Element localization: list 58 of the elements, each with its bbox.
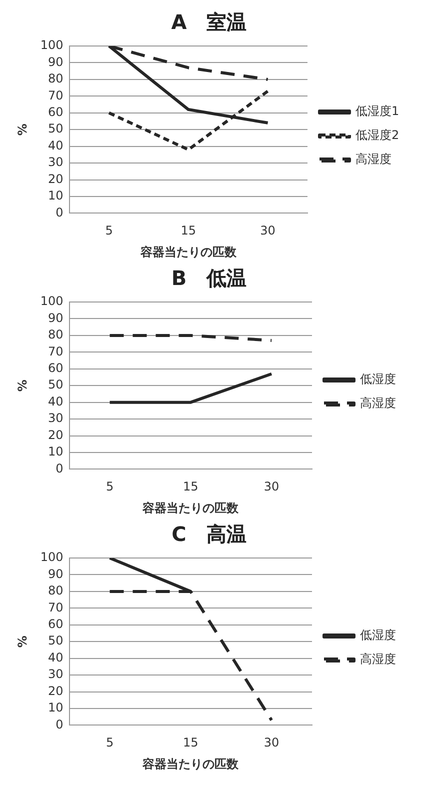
y-tick-label: 100 [40,550,64,564]
legend-label: 低湿度 [360,628,396,642]
y-tick-label: 40 [48,138,64,152]
legend-label: 低湿度2 [356,128,400,142]
y-tick-label: 0 [56,717,64,732]
x-tick-label: 30 [264,480,280,494]
y-tick-label: 100 [40,38,64,52]
y-tick-label: 50 [48,378,64,392]
legend-label: 高湿度 [360,396,396,410]
legend-label: 高湿度 [356,152,392,166]
x-tick-label: 15 [183,480,198,494]
y-axis-title: % [15,380,30,392]
y-tick-label: 30 [48,411,64,426]
x-tick-label: 15 [183,736,198,750]
x-axis-title: 容器当たりの匹数 [142,500,240,515]
y-tick-label: 70 [48,600,64,614]
x-axis-title: 容器当たりの匹数 [139,244,238,259]
chart-title: C 高温 [172,522,246,546]
y-tick-label: 60 [48,617,64,632]
y-tick-label: 80 [48,72,64,86]
y-tick-label: 20 [48,684,64,698]
chart-title: A 室温 [171,10,247,34]
legend-label: 高湿度 [360,652,396,666]
y-tick-label: 90 [48,54,64,69]
y-tick-label: 90 [48,566,64,581]
y-tick-label: 10 [48,188,64,203]
legend-label: 低湿度1 [356,104,400,118]
y-tick-label: 50 [48,122,64,136]
y-tick-label: 10 [48,444,64,459]
x-tick-label: 5 [106,480,114,494]
y-tick-label: 70 [48,344,64,358]
y-tick-label: 40 [48,650,64,664]
legend-label: 低湿度 [360,372,396,386]
y-tick-label: 80 [48,584,64,598]
y-axis-title: % [15,124,30,136]
x-tick-label: 5 [105,224,113,238]
x-axis-title: 容器当たりの匹数 [142,756,240,771]
y-tick-label: 40 [48,394,64,408]
x-tick-label: 5 [106,736,114,750]
y-tick-label: 60 [48,105,64,120]
x-tick-label: 15 [180,224,196,238]
y-tick-label: 30 [48,667,64,682]
y-tick-label: 70 [48,88,64,102]
y-tick-label: 80 [48,328,64,342]
y-tick-label: 60 [48,361,64,376]
y-tick-label: 30 [48,155,64,170]
y-tick-label: 10 [48,700,64,715]
chart-title: B 低温 [171,266,247,290]
y-tick-label: 20 [48,428,64,442]
x-tick-label: 30 [260,224,276,238]
y-tick-label: 50 [48,634,64,648]
y-tick-label: 0 [56,205,64,220]
y-axis-title: % [15,636,30,648]
y-tick-label: 0 [56,461,64,476]
x-tick-label: 30 [264,736,280,750]
y-tick-label: 90 [48,310,64,325]
y-tick-label: 20 [48,172,64,186]
y-tick-label: 100 [40,294,64,308]
